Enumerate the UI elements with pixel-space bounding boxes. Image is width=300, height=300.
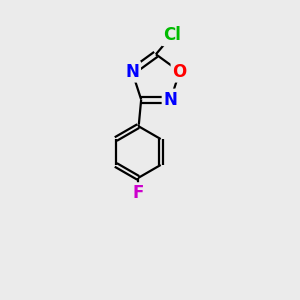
Text: N: N [125,63,139,81]
Text: Cl: Cl [163,26,181,44]
Text: N: N [164,91,178,109]
Text: O: O [172,63,187,81]
Text: F: F [133,184,144,202]
